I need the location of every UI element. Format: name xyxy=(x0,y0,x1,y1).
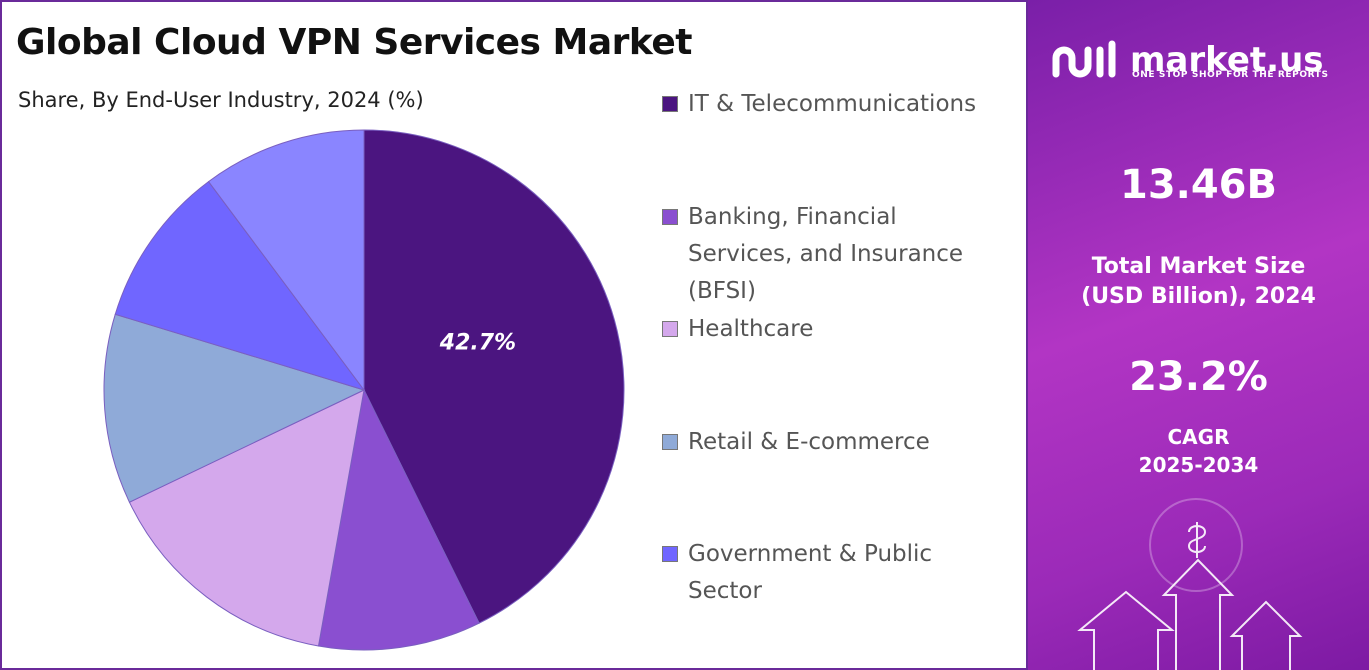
legend-swatch xyxy=(662,321,678,337)
pie-slice xyxy=(363,129,625,624)
data-label: 42.7% xyxy=(439,330,516,355)
decor xyxy=(1052,40,1303,670)
pie-slice xyxy=(128,389,365,647)
legend-item: IT & Telecommunications xyxy=(662,86,1002,123)
cagr-label: 2025-2034 xyxy=(1138,453,1259,477)
legend-item: Retail & E-commerce xyxy=(662,424,1002,461)
arrows xyxy=(1077,498,1303,670)
pie-slice xyxy=(207,129,365,392)
legend-item: Banking, Financial Services, and Insuran… xyxy=(662,199,1002,310)
logo-icon xyxy=(1052,40,1116,78)
pie-slice xyxy=(317,388,480,651)
market-size-label: Total Market Size xyxy=(1091,254,1306,279)
market-size: 13.46B xyxy=(1119,162,1277,208)
legend-label: Healthcare xyxy=(688,316,814,342)
legend-label: IT & Telecommunications xyxy=(688,91,977,117)
legend-item: Government & Public Sector xyxy=(662,536,1002,610)
pie-slice xyxy=(103,313,366,503)
cagr-label: CAGR xyxy=(1167,425,1230,449)
chart-title: Global Cloud VPN Services Market xyxy=(16,22,692,63)
chart-subtitle: Share, By End-User Industry, 2024 (%) xyxy=(18,88,424,112)
legend-label: Retail & E-commerce xyxy=(688,428,930,455)
legend-swatch xyxy=(662,96,678,112)
legend-swatch xyxy=(662,546,678,562)
market-size-label: (USD Billion), 2024 xyxy=(1081,284,1316,309)
brand: market.us xyxy=(1130,40,1324,80)
legend-swatch xyxy=(662,433,678,450)
cagr: 23.2% xyxy=(1129,354,1268,400)
chart-panel: Global Cloud VPN Services Market Share, … xyxy=(0,0,1028,670)
pie-slice xyxy=(114,180,366,391)
legend-item: Healthcare xyxy=(662,311,1002,348)
legend-swatch xyxy=(662,208,678,225)
tagline: ONE STOP SHOP FOR THE REPORTS xyxy=(1132,70,1329,80)
legend-label: Government & Public Sector xyxy=(688,541,933,604)
legend-label: Banking, Financial Services, and Insuran… xyxy=(688,203,964,304)
pie-chart: 42.7% xyxy=(103,129,625,651)
info-panel: market.us ONE STOP SHOP FOR THE REPORTS … xyxy=(1028,0,1369,670)
